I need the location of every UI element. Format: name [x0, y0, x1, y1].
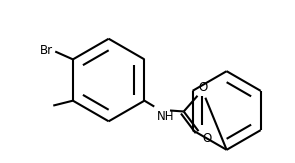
Text: NH: NH	[157, 110, 175, 123]
Text: O: O	[199, 81, 208, 94]
Text: O: O	[202, 132, 212, 145]
Text: Br: Br	[40, 44, 53, 57]
